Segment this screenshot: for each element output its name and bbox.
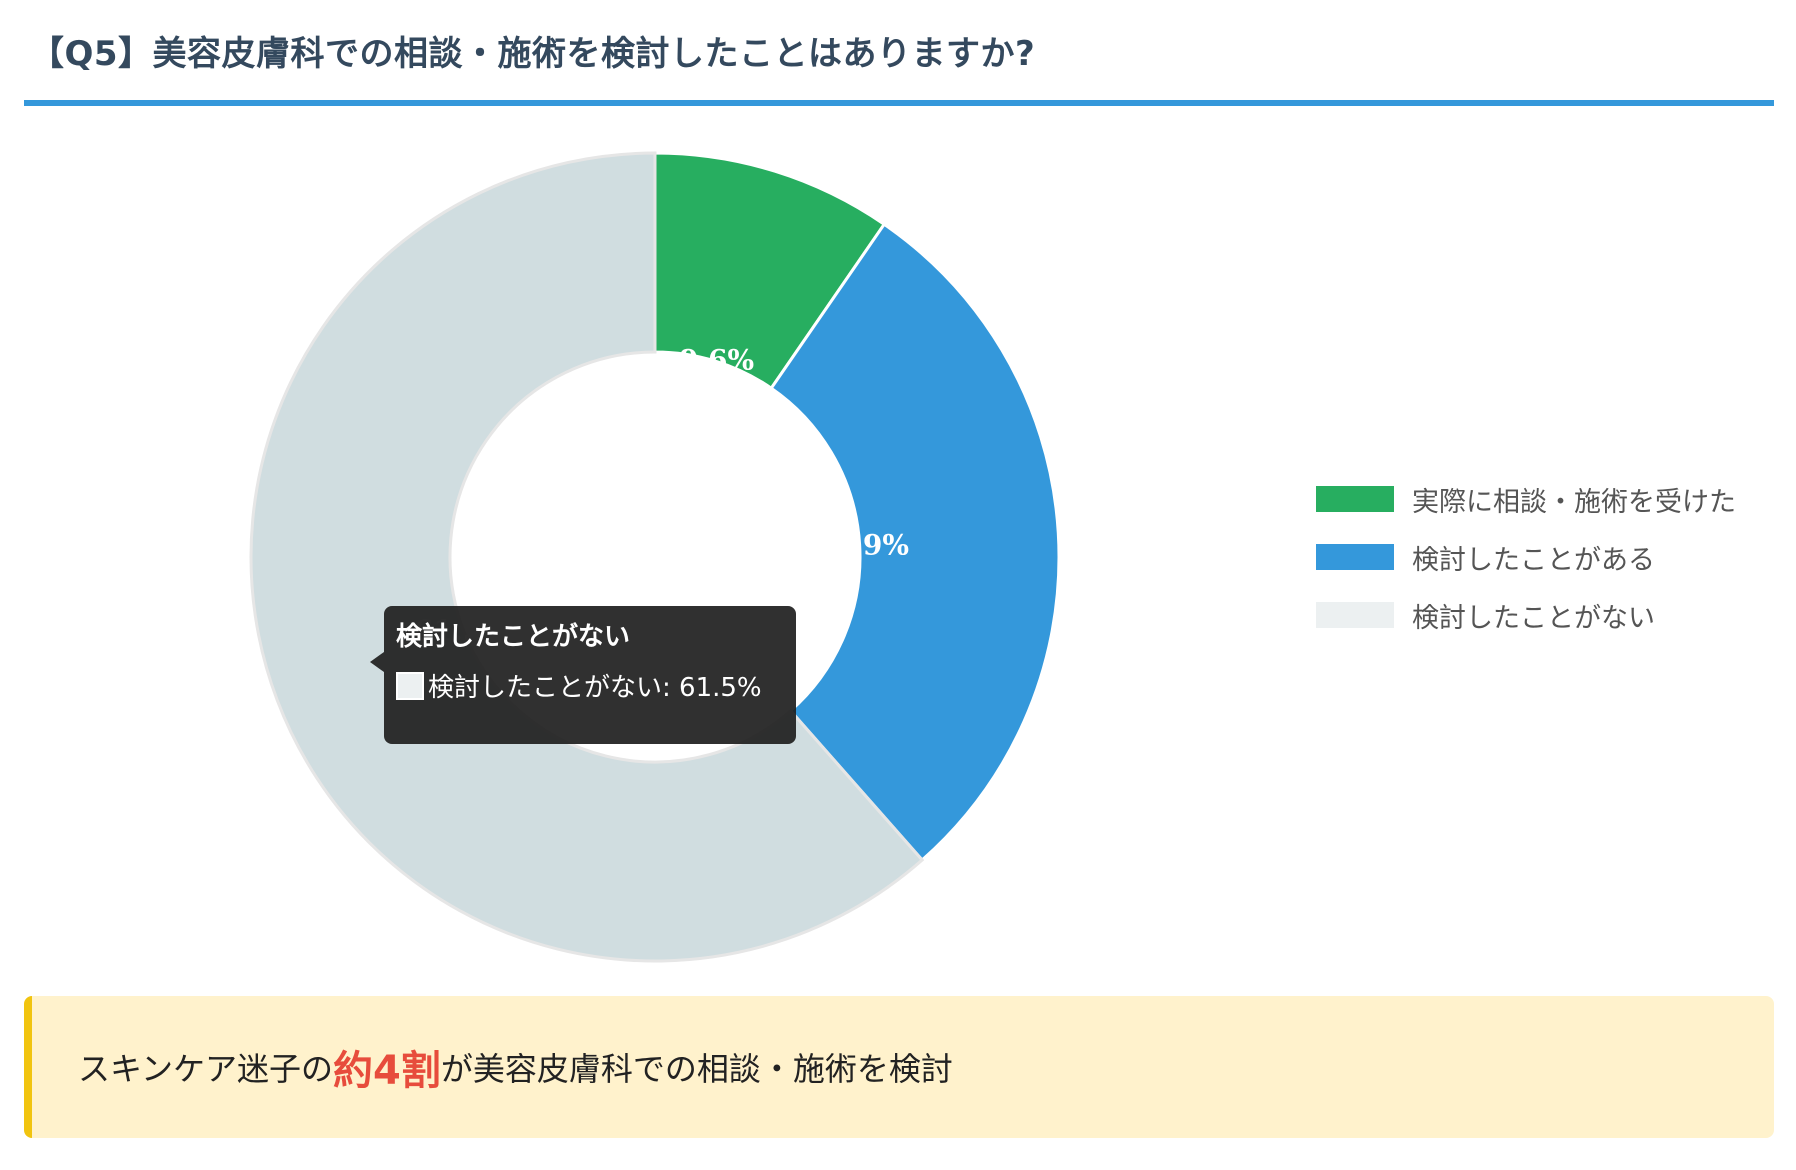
legend-item-not-considered[interactable]: 検討したことがない: [1316, 586, 1736, 644]
tooltip-value: 検討したことがない: 61.5%: [428, 673, 762, 703]
legend-swatch-considered: [1316, 544, 1394, 570]
legend-swatch-not-considered: [1316, 602, 1394, 628]
legend-swatch-received: [1316, 486, 1394, 512]
legend-label-not-considered: 検討したことがない: [1412, 602, 1655, 634]
slice-considered[interactable]: [769, 222, 1061, 863]
summary-callout: スキンケア迷子の 約4割 が美容皮膚科での相談・施術を検討: [24, 996, 1774, 1138]
legend-item-considered[interactable]: 検討したことがある: [1316, 528, 1736, 586]
data-label-slice-considered: 28.9%: [814, 529, 909, 562]
tooltip-row: 検討したことがない: 61.5%: [396, 667, 784, 704]
callout-prefix: スキンケア迷子の: [78, 1050, 334, 1088]
tooltip-title: 検討したことがない: [396, 622, 631, 652]
callout-suffix: が美容皮膚科での相談・施術を検討: [440, 1050, 953, 1088]
chart-legend: 実際に相談・施術を受けた 検討したことがある 検討したことがない: [1316, 470, 1736, 644]
legend-item-received[interactable]: 実際に相談・施術を受けた: [1316, 470, 1736, 528]
chart-tooltip: 検討したことがない 検討したことがない: 61.5%: [370, 606, 796, 744]
callout-highlight: 約4割: [333, 1048, 441, 1094]
tooltip-swatch: [396, 671, 424, 700]
page-title: 【Q5】美容皮膚科での相談・施術を検討したことはありますか?: [30, 34, 1036, 74]
data-label-slice-received: 9.6%: [679, 343, 754, 376]
doughnut-chart: 9.6%28.9%61.5%: [249, 151, 1061, 963]
title-underline: [24, 100, 1774, 106]
legend-label-considered: 検討したことがある: [1412, 544, 1655, 576]
legend-label-received: 実際に相談・施術を受けた: [1412, 486, 1736, 518]
